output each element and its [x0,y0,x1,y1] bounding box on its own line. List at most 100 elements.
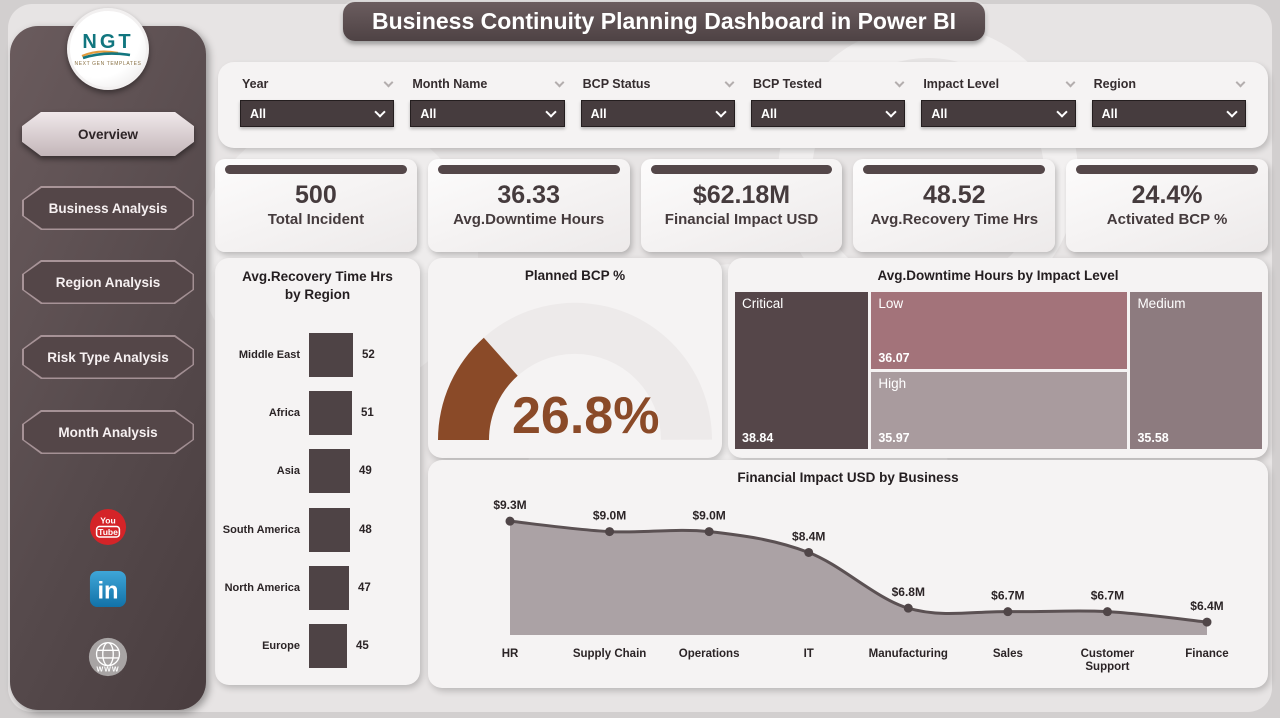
treemap-tile-medium[interactable]: Medium 35.58 [1130,292,1262,449]
sidebar: NGT NEXT GEN TEMPLATES OverviewBusiness … [10,26,206,710]
filter-dropdown[interactable]: All [581,100,735,127]
bar-rect[interactable] [309,449,350,493]
bar-rect[interactable] [309,333,353,377]
bar-rect[interactable] [309,624,347,668]
chevron-down-icon [1226,106,1237,117]
kpi-card: 48.52Avg.Recovery Time Hrs [853,159,1055,252]
data-point[interactable] [506,517,515,526]
kpi-label: Avg.Recovery Time Hrs [853,211,1055,228]
nav-button-overview[interactable]: Overview [22,112,194,156]
filter-group-impact-level: Impact LevelAll [921,77,1075,133]
youtube-icon[interactable]: You Tube [89,508,127,551]
filter-dropdown[interactable]: All [921,100,1075,127]
chevron-down-icon [886,106,897,117]
data-point[interactable] [904,604,913,613]
kpi-label: Financial Impact USD [641,211,843,228]
chevron-down-icon [545,106,556,117]
kpi-value: 48.52 [853,181,1055,210]
point-label: $9.0M [593,509,626,523]
kpi-label: Avg.Downtime Hours [428,211,630,228]
chevron-down-icon[interactable] [725,77,735,87]
bar-rect[interactable] [309,391,352,435]
website-globe-icon[interactable]: WWW [87,636,129,683]
data-point[interactable] [605,527,614,536]
bar-row: Europe45 [215,617,420,675]
card-financial-by-business: Financial Impact USD by Business $9.3MHR… [428,460,1268,688]
filter-dropdown[interactable]: All [1092,100,1246,127]
bar-rect[interactable] [309,508,350,552]
chevron-down-icon[interactable] [384,77,394,87]
tile-name: Medium [1137,296,1185,311]
data-point[interactable] [1202,618,1211,627]
bar-row: Asia49 [215,442,420,500]
kpi-top-bar [1076,165,1258,174]
nav-button-region-analysis[interactable]: Region Analysis [22,260,194,304]
bar-chart: Middle East52Africa51Asia49South America… [215,326,420,675]
filter-group-month-name: Month NameAll [410,77,564,133]
tile-value: 38.84 [742,431,773,445]
nav-button-label: Month Analysis [22,410,194,454]
tile-value: 35.97 [878,431,909,445]
x-axis-label: Manufacturing [869,648,948,660]
page-title: Business Continuity Planning Dashboard i… [343,2,985,41]
area-fill [510,521,1207,635]
filter-dropdown[interactable]: All [240,100,394,127]
tile-name: Critical [742,296,783,311]
kpi-top-bar [863,165,1045,174]
x-axis-label: Finance [1185,648,1228,660]
nav-button-month-analysis[interactable]: Month Analysis [22,410,194,454]
data-point[interactable] [1103,607,1112,616]
ngt-logo: NGT NEXT GEN TEMPLATES [67,8,149,90]
x-axis-label: IT [804,648,814,660]
filter-dropdown[interactable]: All [751,100,905,127]
point-label: $6.7M [991,589,1024,603]
treemap-tile-high[interactable]: High 35.97 [871,372,1127,449]
data-point[interactable] [1003,607,1012,616]
filter-group-year: Year All [240,77,394,133]
bar-row: Africa51 [215,384,420,442]
bar-value-label: 47 [358,582,371,594]
treemap-tile-low[interactable]: Low 36.07 [871,292,1127,369]
kpi-top-bar [651,165,833,174]
treemap-tile-critical[interactable]: Critical 38.84 [735,292,868,449]
chevron-down-icon [1056,106,1067,117]
kpi-value: 36.33 [428,181,630,210]
bar-category-label: South America [221,524,309,536]
svg-text:Tube: Tube [98,527,118,537]
chevron-down-icon[interactable] [1236,77,1246,87]
nav-button-label: Region Analysis [22,260,194,304]
nav-button-business-analysis[interactable]: Business Analysis [22,186,194,230]
nav-button-risk-type-analysis[interactable]: Risk Type Analysis [22,335,194,379]
x-axis-label: Supply Chain [573,648,646,660]
chevron-down-icon[interactable] [895,77,905,87]
chevron-down-icon[interactable] [1065,77,1075,87]
kpi-label: Total Incident [215,211,417,228]
tile-value: 35.58 [1137,431,1168,445]
filter-dropdown[interactable]: All [410,100,564,127]
chevron-down-icon[interactable] [554,77,564,87]
bar-rect[interactable] [309,566,349,610]
treemap: Critical 38.84 Low 36.07 High 35.97 Medi… [735,292,1262,449]
card-recovery-by-region: Avg.Recovery Time Hrs by Region Middle E… [215,258,420,685]
filter-value: All [1102,107,1118,121]
x-axis-label: Operations [679,648,740,660]
svg-text:You: You [100,516,116,526]
filter-label: Year [242,77,268,91]
x-axis-label: Sales [993,648,1023,660]
linkedin-icon[interactable]: in [89,570,127,613]
point-label: $6.8M [892,585,925,599]
kpi-row: 500Total Incident36.33Avg.Downtime Hours… [215,159,1268,252]
bar-row: North America47 [215,559,420,617]
point-label: $9.3M [493,498,526,512]
point-label: $6.7M [1091,589,1124,603]
data-point[interactable] [804,548,813,557]
filter-value: All [761,107,777,121]
chevron-down-icon [715,106,726,117]
filter-label: BCP Tested [753,77,822,91]
data-point[interactable] [705,527,714,536]
x-axis-label: CustomerSupport [1081,648,1135,673]
area-chart[interactable]: $9.3MHR$9.0MSupply Chain$9.0MOperations$… [428,486,1268,686]
gauge-chart[interactable]: 26.8% [428,286,722,456]
dashboard-page: Business Continuity Planning Dashboard i… [0,0,1280,718]
filter-group-bcp-status: BCP StatusAll [581,77,735,133]
